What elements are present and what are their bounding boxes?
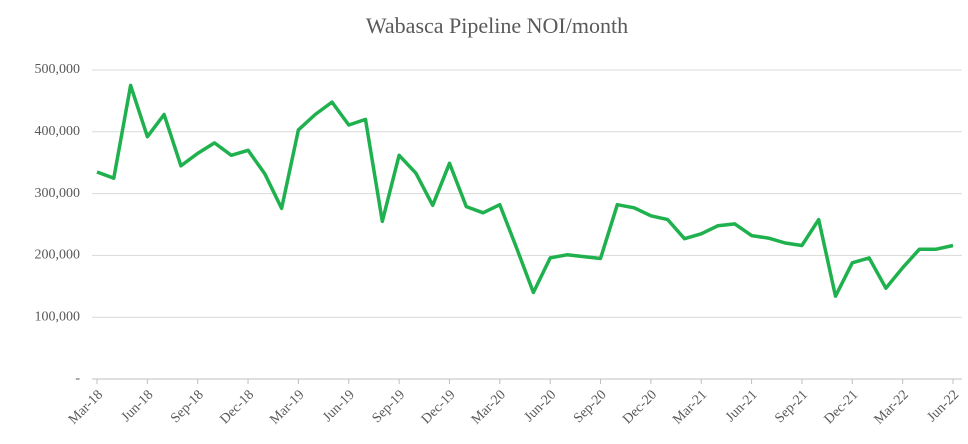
y-tick-label: - [75, 371, 80, 386]
x-tick-label: Jun-20 [522, 387, 560, 425]
y-tick-label: 100,000 [35, 309, 81, 324]
x-tick-label: Mar-18 [66, 387, 106, 427]
y-tick-label: 500,000 [35, 62, 81, 77]
x-tick-label: Jun-22 [925, 387, 963, 425]
series-line [96, 83, 954, 298]
y-tick-label: 300,000 [35, 186, 81, 201]
x-tick-label: Dec-18 [217, 387, 257, 427]
y-tick-label: 400,000 [35, 124, 81, 139]
x-tick-label: Sep-21 [772, 387, 811, 426]
x-tick-label: Jun-21 [723, 387, 761, 425]
x-tick-label: Mar-20 [469, 387, 509, 427]
x-tick-label: Dec-20 [620, 387, 660, 427]
x-tick-label: Sep-18 [168, 387, 207, 426]
x-tick-label: Mar-22 [872, 387, 912, 427]
y-tick-label: 200,000 [35, 248, 81, 263]
x-tick-label: Dec-21 [822, 387, 862, 427]
x-tick-label: Mar-21 [670, 387, 710, 427]
x-tick-label: Jun-18 [119, 387, 157, 425]
x-tick-label: Sep-19 [370, 387, 409, 426]
x-tick-label: Dec-19 [419, 387, 459, 427]
x-tick-label: Sep-20 [571, 387, 610, 426]
x-tick-label: Mar-19 [267, 387, 307, 427]
chart-title: Wabasca Pipeline NOI/month [366, 13, 628, 38]
x-tick-label: Jun-19 [320, 387, 358, 425]
